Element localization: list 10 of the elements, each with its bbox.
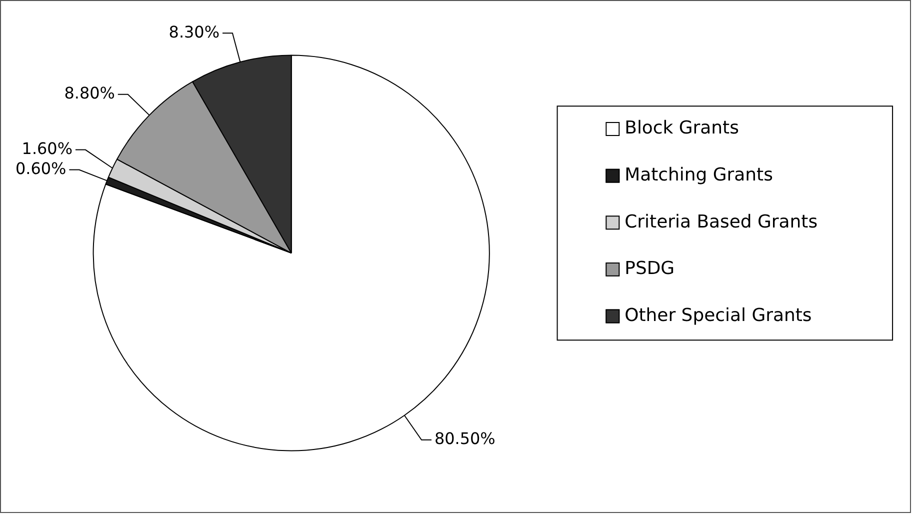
legend-label: Other Special Grants [624,304,812,326]
legend-label: Matching Grants [624,164,773,186]
legend-label: PSDG [624,258,675,280]
data-label: 8.30% [168,22,220,42]
data-label: 1.60% [22,138,72,158]
data-label: 0.60% [16,158,66,178]
legend-label: Block Grants [624,118,739,139]
data-label: 80.50% [434,429,496,448]
data-label: 8.80% [64,84,115,102]
legend-label: Criteria Based Grants [624,211,818,232]
